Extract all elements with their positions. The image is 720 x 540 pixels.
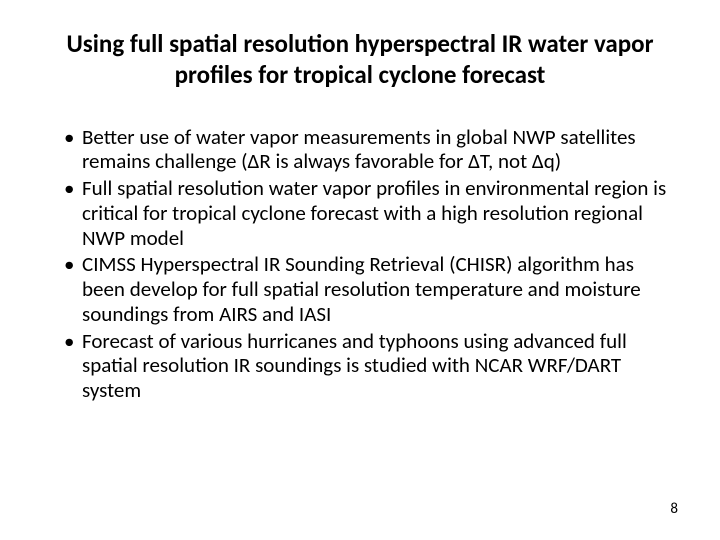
bullet-item: Full spatial resolution water vapor prof…	[64, 176, 678, 250]
bullet-item: Better use of water vapor measurements i…	[64, 125, 678, 175]
bullet-item: CIMSS Hyperspectral IR Sounding Retrieva…	[64, 252, 678, 326]
slide-title: Using full spatial resolution hyperspect…	[42, 28, 678, 91]
bullet-item: Forecast of various hurricanes and typho…	[64, 329, 678, 403]
page-number: 8	[670, 500, 678, 518]
bullet-list: Better use of water vapor measurements i…	[42, 125, 678, 403]
slide: Using full spatial resolution hyperspect…	[0, 0, 720, 540]
